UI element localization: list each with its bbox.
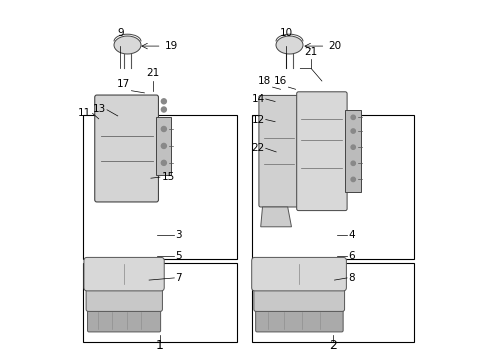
Text: 16: 16 — [273, 76, 286, 86]
Text: 21: 21 — [304, 47, 317, 57]
Text: 4: 4 — [347, 230, 354, 240]
Ellipse shape — [114, 36, 141, 54]
Circle shape — [161, 160, 166, 165]
Text: 21: 21 — [146, 68, 159, 78]
FancyBboxPatch shape — [86, 287, 162, 311]
FancyBboxPatch shape — [95, 95, 158, 202]
Text: 13: 13 — [92, 104, 106, 114]
Circle shape — [350, 115, 355, 120]
FancyBboxPatch shape — [258, 95, 298, 207]
Circle shape — [161, 143, 166, 148]
Circle shape — [350, 177, 355, 181]
Circle shape — [350, 145, 355, 149]
Text: 22: 22 — [251, 143, 264, 153]
Text: 9: 9 — [117, 28, 123, 38]
Ellipse shape — [275, 36, 303, 54]
Text: 3: 3 — [175, 230, 182, 240]
Text: 1: 1 — [156, 339, 163, 352]
Circle shape — [161, 99, 166, 104]
Text: 18: 18 — [258, 76, 271, 86]
Text: 12: 12 — [251, 114, 264, 125]
Text: 17: 17 — [117, 79, 130, 89]
FancyBboxPatch shape — [253, 287, 344, 311]
FancyBboxPatch shape — [251, 263, 413, 342]
Text: 7: 7 — [175, 273, 182, 283]
FancyBboxPatch shape — [84, 257, 164, 291]
FancyBboxPatch shape — [82, 115, 237, 259]
Text: 19: 19 — [164, 41, 178, 51]
Text: 11: 11 — [78, 108, 91, 118]
FancyBboxPatch shape — [255, 309, 343, 332]
Circle shape — [161, 107, 166, 112]
Text: 10: 10 — [279, 28, 292, 38]
Text: 15: 15 — [162, 172, 175, 182]
Text: 2: 2 — [328, 339, 336, 352]
Circle shape — [161, 126, 166, 131]
FancyBboxPatch shape — [156, 117, 171, 175]
FancyBboxPatch shape — [87, 309, 160, 332]
Text: 20: 20 — [328, 41, 341, 51]
Text: 14: 14 — [251, 94, 264, 104]
FancyBboxPatch shape — [345, 110, 361, 192]
Text: 8: 8 — [347, 273, 354, 283]
Polygon shape — [260, 207, 291, 227]
Text: 5: 5 — [175, 251, 182, 261]
FancyBboxPatch shape — [296, 92, 346, 211]
FancyBboxPatch shape — [251, 115, 413, 259]
FancyBboxPatch shape — [251, 257, 346, 291]
Circle shape — [350, 161, 355, 166]
FancyBboxPatch shape — [82, 263, 237, 342]
Text: 6: 6 — [347, 251, 354, 261]
Circle shape — [350, 129, 355, 133]
